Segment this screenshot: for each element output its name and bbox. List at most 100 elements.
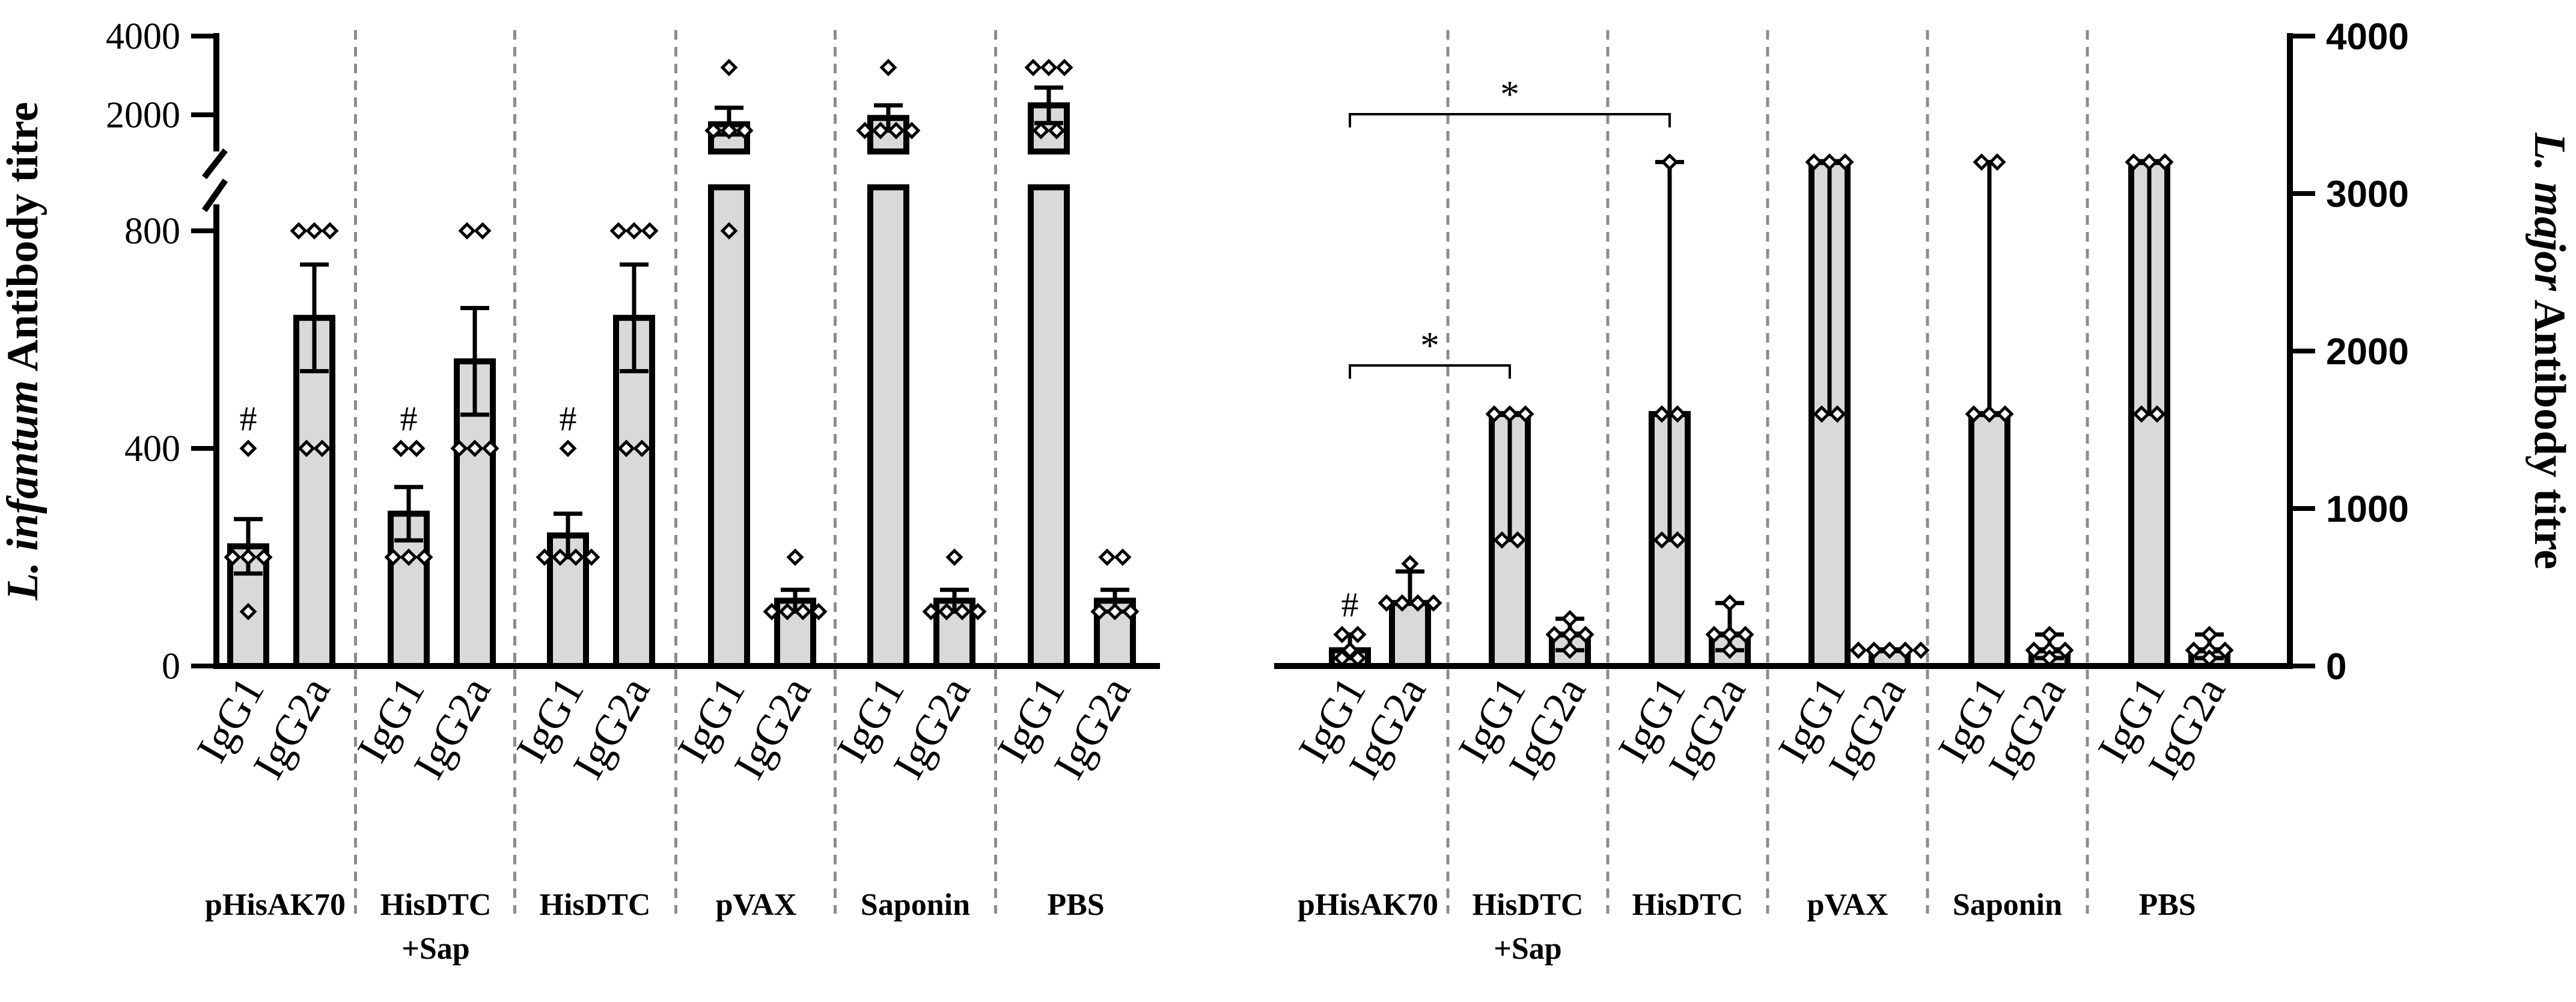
data-point [384, 548, 402, 566]
data-point [458, 222, 476, 240]
data-point [1333, 649, 1351, 667]
group-label-line2: +Sap [401, 932, 469, 966]
data-point [2140, 153, 2158, 171]
data-point [290, 222, 308, 240]
data-point [305, 222, 323, 240]
data-point [2216, 641, 2234, 659]
data-point [1485, 405, 1503, 423]
group-label: PBS [1047, 888, 1104, 922]
data-point [2200, 626, 2218, 644]
data-point [1493, 531, 1511, 549]
data-point [871, 121, 890, 139]
group-label: HisDTC [1473, 888, 1584, 922]
group-label: pHisAK70 [1298, 888, 1438, 922]
data-point [224, 548, 242, 566]
data-point [313, 439, 331, 457]
bar [867, 184, 909, 670]
significance-hash: # [400, 399, 418, 438]
bar [1389, 600, 1431, 670]
data-point [887, 121, 905, 139]
data-point [1849, 641, 1867, 659]
data-point [903, 121, 921, 139]
data-point [1705, 626, 1723, 644]
data-point [1040, 58, 1058, 76]
bar [1968, 411, 2010, 669]
y-tick-label: 1000 [2326, 489, 2409, 530]
data-point [2200, 649, 2218, 667]
axis-break-mark-lower [201, 179, 228, 212]
l-infantum-chart: 0 400 800 2000 4000 L. infantum Antibody titr… [0, 16, 1160, 966]
data-point [1509, 531, 1527, 549]
l-major-chart: 0 1000 2000 3000 4000 L. major Antibody titre… [1274, 16, 2574, 966]
group-label-line2: +Sap [1494, 932, 1561, 966]
y-axis-title-rest: Antibody titre [2525, 291, 2574, 569]
data-point [763, 602, 781, 621]
group-label: pVAX [716, 888, 797, 922]
y-tick-label: 800 [124, 211, 180, 252]
data-point [1024, 58, 1042, 76]
data-point [1668, 405, 1686, 423]
data-point [1378, 594, 1396, 612]
significance-bracket [1349, 113, 1671, 127]
data-point [2156, 153, 2174, 171]
y-axis-title-italic: L. major [2525, 132, 2574, 292]
data-point [617, 439, 635, 457]
data-point [1828, 405, 1846, 423]
data-point [625, 222, 643, 240]
significance-hash: # [560, 399, 577, 438]
data-point [922, 602, 940, 621]
data-point [1721, 594, 1739, 612]
data-point [879, 58, 897, 76]
data-point [1561, 641, 1579, 659]
data-point [1545, 626, 1563, 644]
group-label: HisDTC [1632, 888, 1744, 922]
group-label: HisDTC [380, 888, 492, 922]
data-point [1098, 548, 1116, 566]
data-point [1973, 153, 1991, 171]
y-tick-label: 2000 [106, 95, 180, 136]
bar [1028, 184, 1070, 670]
data-point [1349, 626, 1367, 644]
data-point [1341, 641, 1359, 659]
data-point [1836, 153, 1854, 171]
data-point [551, 548, 569, 566]
y-tick-label: 3000 [2326, 174, 2409, 215]
data-point [536, 548, 554, 566]
group-label: HisDTC [540, 888, 651, 922]
data-point [1988, 153, 2006, 171]
significance-hash: # [240, 399, 257, 438]
data-point [321, 222, 339, 240]
data-point [969, 602, 987, 621]
significance-hash: # [1341, 585, 1359, 625]
data-point [1865, 641, 1883, 659]
data-point [1122, 602, 1140, 621]
data-point [1516, 405, 1534, 423]
data-point [609, 222, 627, 240]
data-point [1721, 626, 1739, 644]
data-point [1653, 405, 1671, 423]
data-point [1424, 594, 1442, 612]
data-point [720, 121, 738, 139]
data-point [582, 548, 600, 566]
data-point [2148, 405, 2166, 423]
y-tick-label: 4000 [2326, 16, 2409, 58]
data-point [1333, 626, 1351, 644]
group-label: pHisAK70 [205, 888, 346, 922]
y-axis-title: L. infantum Antibody titre [0, 102, 47, 600]
significance-bracket [1349, 364, 1511, 379]
data-point [1736, 626, 1754, 644]
data-point [1965, 405, 1983, 423]
data-point [1401, 555, 1419, 573]
y-tick-label: 0 [2326, 646, 2346, 688]
data-point [2025, 641, 2043, 659]
data-point [945, 548, 963, 566]
axis-break-mark-upper [202, 148, 228, 180]
data-point [567, 548, 585, 566]
y-tick-label: 0 [162, 646, 180, 687]
group-label: Saponin [1953, 888, 2062, 922]
group-label: pVAX [1807, 888, 1888, 922]
data-point [1805, 153, 1823, 171]
data-point [786, 548, 804, 566]
data-point [641, 222, 659, 240]
